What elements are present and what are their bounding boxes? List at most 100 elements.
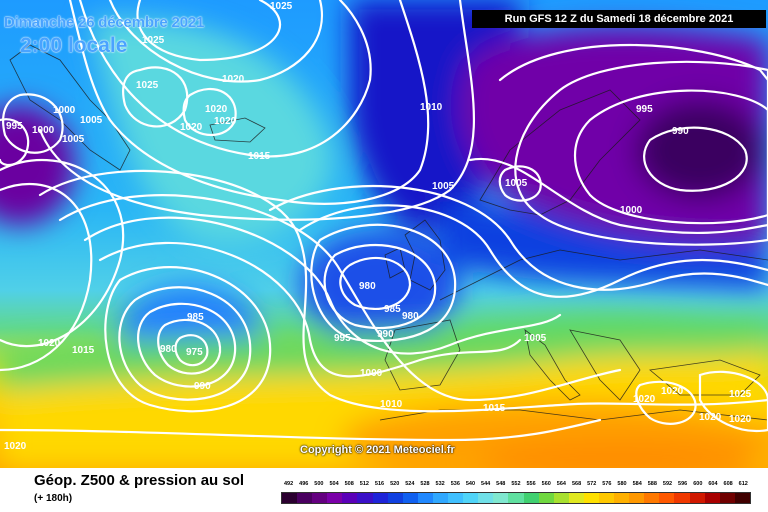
isobar-995-scandinavia <box>498 44 768 82</box>
legend-swatch <box>327 493 343 503</box>
legend-swatch <box>312 493 328 503</box>
isobar-label: 990 <box>672 126 689 137</box>
legend-tick: 608 <box>723 481 733 487</box>
legend-swatch <box>719 493 735 503</box>
isobar-995-ring <box>573 89 768 225</box>
isobar-1010-atl <box>58 194 622 402</box>
forecast-time: 2:00 locale <box>20 34 128 57</box>
isobar-1020-west <box>0 159 125 348</box>
legend-swatch <box>342 493 358 503</box>
isobar-1025-north <box>136 0 281 62</box>
isobar-label: 1020 <box>38 338 61 349</box>
legend-color-bar <box>281 492 751 504</box>
map-title: Géop. Z500 & pression au sol <box>34 472 245 489</box>
isobar-label: 1000 <box>53 105 76 116</box>
isobar-990-atl <box>118 286 252 401</box>
legend-swatch <box>659 493 675 503</box>
purple-low-west <box>0 105 75 225</box>
legend-swatch <box>538 493 554 503</box>
isobar-label: 975 <box>186 347 203 358</box>
legend-swatch <box>372 493 388 503</box>
legend-tick: 556 <box>526 481 536 487</box>
legend-swatch <box>478 493 494 503</box>
britain-coast <box>404 219 446 291</box>
isobar-label: 980 <box>160 344 177 355</box>
legend-tick: 496 <box>299 481 309 487</box>
iceland-coast <box>209 117 266 143</box>
isobar-1000-greenland <box>2 93 64 154</box>
isobar-label: 1025 <box>270 1 293 12</box>
isobar-label: 1020 <box>699 412 722 423</box>
isobar-labels: 1025102510251020102010201020100010009951… <box>4 1 752 452</box>
legend-swatch <box>568 493 584 503</box>
isobar-label: 1010 <box>380 399 403 410</box>
isobar-label: 1015 <box>483 403 506 414</box>
legend-tick: 604 <box>708 481 718 487</box>
legend-tick: 504 <box>329 481 339 487</box>
legend-tick: 500 <box>314 481 324 487</box>
isobar-label: 1025 <box>142 35 165 46</box>
legend-tick: 576 <box>602 481 612 487</box>
isobar-1015-west <box>0 182 93 372</box>
isobar-label: 995 <box>334 333 351 344</box>
isobar-label: 1005 <box>80 115 103 126</box>
isobar-label: 1020 <box>4 441 27 452</box>
isobar-1000-atl <box>98 241 522 378</box>
isobar-label: 980 <box>402 311 419 322</box>
isobar-label: 1005 <box>524 333 547 344</box>
isobar-995-atl <box>104 266 272 413</box>
iberia-coast <box>384 319 461 391</box>
legend-tick: 612 <box>738 481 748 487</box>
legend-swatch <box>417 493 433 503</box>
legend-swatch <box>598 493 615 503</box>
legend-tick: 584 <box>632 481 642 487</box>
isobar-1020-north <box>108 0 323 83</box>
isobar-1020-south <box>0 418 602 442</box>
isobar-1005-europe <box>468 157 768 235</box>
legend-tick: 568 <box>571 481 582 487</box>
scandinavia-coast <box>479 89 641 216</box>
legend-tick: 564 <box>556 481 566 487</box>
legend-swatch <box>463 493 479 503</box>
legend-tick-labels: 492 496 500 504 508 512 516 520 524 528 532 536 540 5… <box>281 480 751 489</box>
isobar-1020-east <box>635 380 697 425</box>
isobar-1015 <box>38 169 768 413</box>
legend-swatch <box>493 493 509 503</box>
legend-tick: 580 <box>617 481 627 487</box>
isobar-1010 <box>68 0 430 205</box>
legend-swatch <box>508 493 524 503</box>
legend-swatch <box>448 493 464 503</box>
legend-swatch <box>523 493 539 503</box>
legend-swatch <box>387 493 403 503</box>
isobar-1025-east <box>698 370 768 433</box>
isobar-1020-ring <box>182 87 237 136</box>
map-footer: Géop. Z500 & pression au sol (+ 180h) 49… <box>0 468 768 512</box>
legend-tick: 492 <box>283 481 294 487</box>
isobar-990-biscay <box>310 223 457 342</box>
legend-tick: 592 <box>662 481 673 487</box>
legend-swatch <box>689 493 705 503</box>
isobar-label: 1000 <box>32 125 55 136</box>
turkey-coast <box>649 359 761 396</box>
legend-tick: 508 <box>344 481 354 487</box>
deep-purple-core <box>635 100 765 200</box>
isobar-980-atl <box>157 318 222 375</box>
isobar-label: 980 <box>359 281 376 292</box>
model-run-banner: Run GFS 12 Z du Samedi 18 décembre 2021 <box>472 10 766 28</box>
legend-swatch <box>402 493 418 503</box>
isobar-label: 1020 <box>661 386 684 397</box>
isobar-label: 995 <box>6 121 23 132</box>
isobar-1005-north <box>38 0 476 221</box>
isobar-1000-europe <box>268 184 768 291</box>
isobar-990-ring <box>643 126 748 192</box>
isobar-label: 985 <box>187 312 204 323</box>
legend-tick: 540 <box>465 481 476 487</box>
legend-swatch <box>432 493 449 503</box>
legend-tick: 528 <box>420 481 430 487</box>
legend-swatch <box>629 493 645 503</box>
legend-swatch <box>357 493 373 503</box>
forecast-date: Dimanche 26 décembre 2021 <box>4 14 205 31</box>
isobar-985-atl <box>137 302 237 388</box>
legend-tick: 532 <box>435 481 445 487</box>
legend-swatch <box>297 493 313 503</box>
